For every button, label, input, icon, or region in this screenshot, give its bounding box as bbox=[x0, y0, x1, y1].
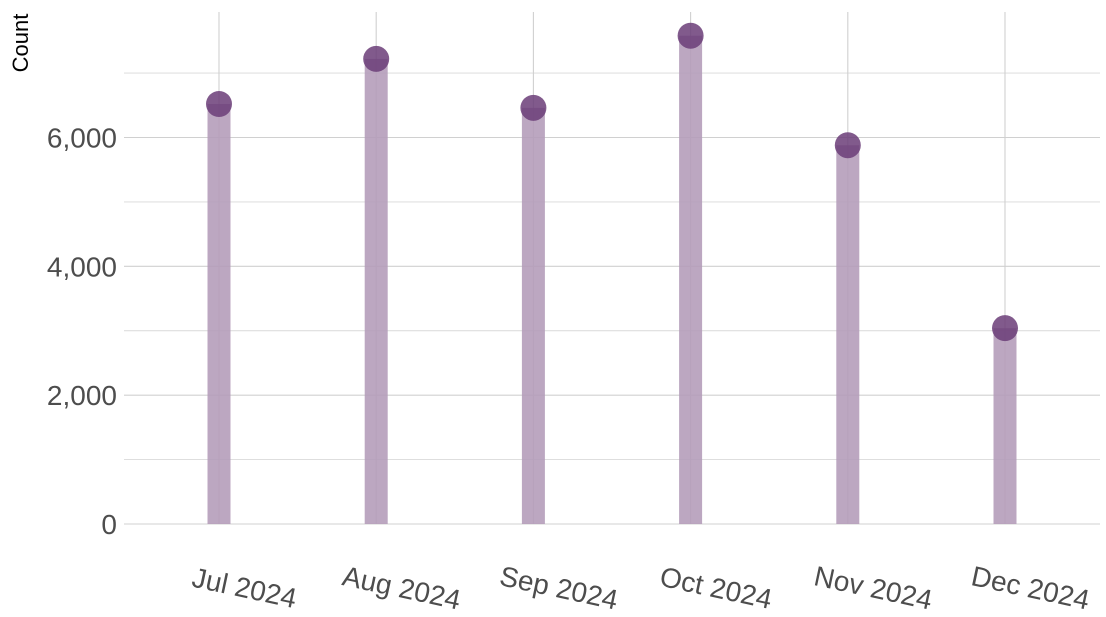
bars bbox=[207, 35, 1017, 525]
data-point bbox=[992, 315, 1018, 342]
bar bbox=[836, 145, 860, 525]
y-tick-label: 2,000 bbox=[47, 380, 117, 411]
y-tick-label: 0 bbox=[101, 509, 117, 540]
data-point bbox=[834, 132, 861, 159]
x-tick-label: Aug 2024 bbox=[340, 560, 464, 615]
data-point bbox=[677, 22, 704, 49]
bar bbox=[993, 328, 1017, 524]
y-axis-ticks: 0 2,000 4,000 6,000 bbox=[47, 123, 117, 541]
bar bbox=[364, 58, 388, 524]
y-tick-label: 6,000 bbox=[47, 123, 117, 154]
x-tick-label: Jul 2024 bbox=[189, 562, 299, 614]
bar bbox=[207, 104, 231, 525]
x-tick-label: Dec 2024 bbox=[969, 560, 1093, 615]
bar bbox=[679, 35, 703, 524]
y-axis-title: Count bbox=[8, 14, 33, 73]
data-point bbox=[520, 94, 547, 121]
bar bbox=[521, 107, 545, 524]
x-tick-label: Nov 2024 bbox=[811, 560, 935, 615]
x-tick-label: Sep 2024 bbox=[497, 560, 621, 615]
data-point bbox=[363, 45, 390, 72]
x-tick-label: Oct 2024 bbox=[657, 561, 775, 615]
grid bbox=[124, 12, 1100, 525]
data-point bbox=[206, 91, 232, 118]
y-tick-label: 4,000 bbox=[47, 251, 117, 282]
points bbox=[206, 22, 1018, 342]
x-axis-ticks: Jul 2024 Aug 2024 Sep 2024 Oct 2024 Nov 2024… bbox=[189, 560, 1092, 615]
